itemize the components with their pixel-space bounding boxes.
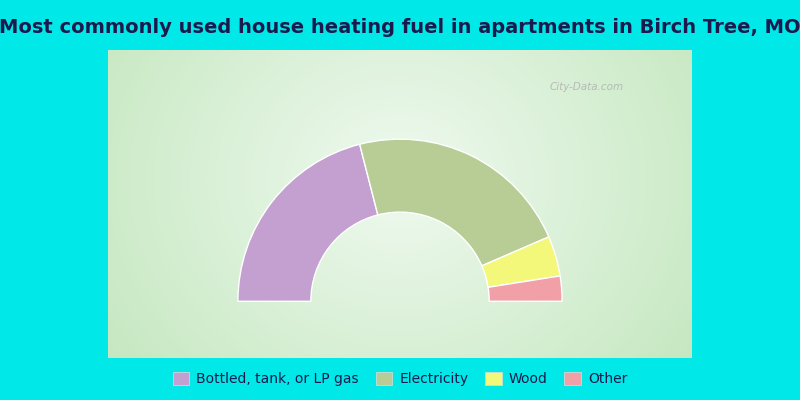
Wedge shape [482, 237, 560, 287]
Wedge shape [360, 139, 549, 266]
Wedge shape [488, 276, 562, 301]
Text: City-Data.com: City-Data.com [550, 82, 624, 92]
Legend: Bottled, tank, or LP gas, Electricity, Wood, Other: Bottled, tank, or LP gas, Electricity, W… [167, 366, 633, 392]
Text: Most commonly used house heating fuel in apartments in Birch Tree, MO: Most commonly used house heating fuel in… [0, 18, 800, 37]
Wedge shape [238, 144, 378, 301]
